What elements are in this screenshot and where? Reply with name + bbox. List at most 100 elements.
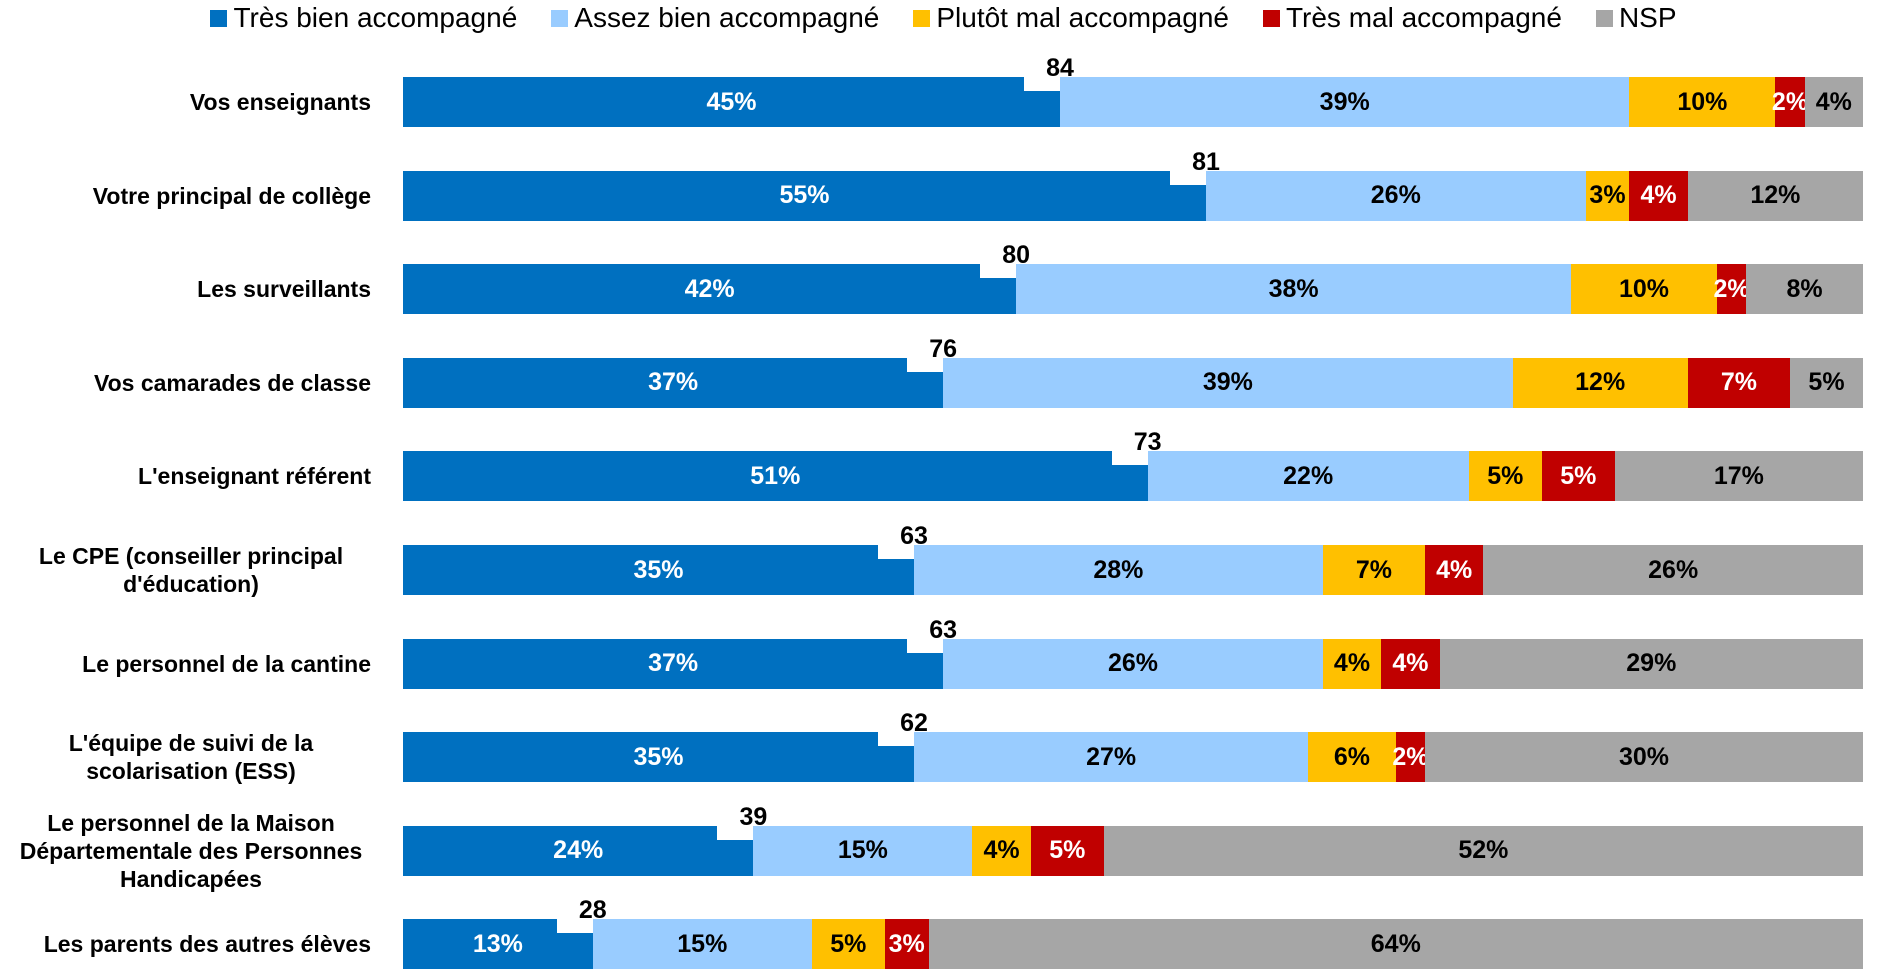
bar-segment: 26%	[943, 638, 1323, 689]
bar-segment: 22%	[1147, 451, 1469, 502]
bar-segment: 3%	[884, 919, 929, 969]
category-text: Vos camarades de classe	[93, 369, 371, 396]
value-label: 28%	[1093, 555, 1144, 584]
value-label: 5%	[1560, 461, 1597, 490]
bar-segment: 27%	[914, 732, 1309, 783]
value-label: 26%	[1370, 181, 1421, 210]
value-label: 8%	[1786, 274, 1823, 303]
value-label: 7%	[1355, 555, 1392, 584]
bar-segment: 4%	[972, 825, 1031, 876]
value-label: 4%	[1815, 87, 1852, 116]
value-label: 39%	[1202, 368, 1253, 397]
bar-segment: 45%	[403, 77, 1060, 127]
bar-segment: 55%	[403, 170, 1206, 221]
category-text: Vos enseignants	[189, 89, 371, 115]
bar-segment: 12%	[1512, 357, 1688, 408]
category-label: L'enseignant référent	[4, 431, 371, 521]
bar-segment: 2%	[1714, 264, 1750, 315]
value-label: 4%	[983, 836, 1020, 865]
value-label: 15%	[677, 929, 728, 958]
value-label: 52%	[1458, 836, 1509, 865]
category-label: L'équipe de suivi de la scolarisation (E…	[4, 712, 371, 802]
legend-swatch	[913, 9, 931, 27]
value-label: 2%	[1392, 742, 1429, 771]
bar-segment: 30%	[1425, 732, 1863, 783]
value-label: 64%	[1370, 929, 1421, 958]
legend-item: Très mal accompagné	[1262, 2, 1562, 34]
value-label: 17%	[1713, 461, 1764, 490]
value-label: 29%	[1626, 649, 1677, 678]
legend: Très bien accompagné Assez bien accompagn…	[0, 2, 1887, 34]
value-label: 26%	[1648, 555, 1699, 584]
bar-segment: 7%	[1687, 357, 1790, 408]
category-label: Vos camarades de classe	[4, 338, 371, 428]
category-text: Les surveillants	[197, 276, 371, 303]
category-label: Le personnel de la cantine	[4, 619, 371, 709]
bar-segment: 5%	[1790, 357, 1863, 408]
bar-segment: 35%	[403, 545, 914, 595]
value-label: 5%	[1487, 461, 1524, 490]
category-text: Le personnel de la cantine	[82, 650, 371, 677]
bar-segment: 38%	[1016, 264, 1571, 315]
value-label: 2%	[1771, 87, 1809, 116]
value-label: 4%	[1333, 649, 1371, 678]
bar-segment: 5%	[1541, 451, 1615, 502]
legend-label: Plutôt mal accompagné	[936, 2, 1229, 33]
bar-segment: 10%	[1571, 264, 1717, 315]
value-label: 24%	[553, 836, 604, 865]
legend-label: NSP	[1618, 2, 1677, 33]
category-label: Vos enseignants	[4, 57, 371, 147]
bar-segment: 26%	[1483, 545, 1863, 595]
value-label: 35%	[633, 742, 684, 771]
bar-segment: 7%	[1322, 545, 1425, 595]
legend-item: NSP	[1595, 2, 1677, 34]
legend-swatch	[1262, 9, 1280, 27]
value-label: 13%	[472, 929, 523, 958]
value-label: 12%	[1575, 368, 1626, 397]
value-label: 39%	[1319, 87, 1370, 116]
legend-label: Très bien accompagné	[233, 2, 518, 33]
bar-segment: 8%	[1746, 264, 1863, 315]
legend-swatch	[1595, 9, 1613, 27]
bar-segment: 10%	[1629, 77, 1776, 127]
value-label: 22%	[1283, 461, 1334, 490]
category-text: Votre principal de collège	[92, 182, 371, 209]
legend-swatch	[210, 9, 228, 27]
value-label: 3%	[1589, 181, 1626, 210]
bar-segment: 51%	[403, 451, 1148, 502]
bar-segment: 64%	[928, 919, 1863, 969]
category-text: Le CPE (conseiller principal d'éducation…	[38, 543, 344, 597]
value-label: 51%	[750, 461, 801, 490]
bar-segment: 35%	[403, 732, 914, 783]
bar-segment: 4%	[1322, 638, 1382, 689]
category-label: Votre principal de collège	[4, 151, 371, 241]
value-label: 27%	[1086, 742, 1137, 771]
value-label: 38%	[1268, 274, 1319, 303]
bar-segment: 42%	[403, 264, 1017, 315]
category-label: Le CPE (conseiller principal d'éducation…	[4, 525, 371, 615]
value-label: 10%	[1618, 274, 1670, 303]
bar-segment: 12%	[1687, 170, 1863, 221]
value-label: 45%	[706, 87, 757, 116]
category-label: Les surveillants	[4, 244, 371, 334]
value-label: 35%	[633, 555, 684, 584]
value-label: 4%	[1640, 181, 1677, 210]
bar-segment: 39%	[1060, 77, 1630, 127]
value-label: 37%	[648, 649, 699, 678]
category-label: Le personnel de la Maison Départementale…	[4, 806, 371, 896]
bar-segment: 28%	[914, 545, 1323, 595]
value-label: 7%	[1720, 368, 1757, 397]
value-label: 6%	[1333, 742, 1371, 771]
value-label: 4%	[1436, 555, 1473, 584]
bar-segment: 37%	[403, 638, 944, 689]
bar-segment: 15%	[753, 825, 973, 876]
value-label: 12%	[1750, 181, 1801, 210]
bar-segment: 37%	[403, 357, 944, 408]
bar-segment: 4%	[1804, 77, 1863, 127]
legend-item: Assez bien accompagné	[551, 2, 879, 34]
legend-label: Assez bien accompagné	[574, 2, 880, 33]
value-label: 10%	[1677, 87, 1728, 116]
value-label: 55%	[779, 181, 830, 210]
category-label: Les parents des autres élèves	[4, 899, 371, 969]
value-label: 3%	[888, 929, 925, 958]
